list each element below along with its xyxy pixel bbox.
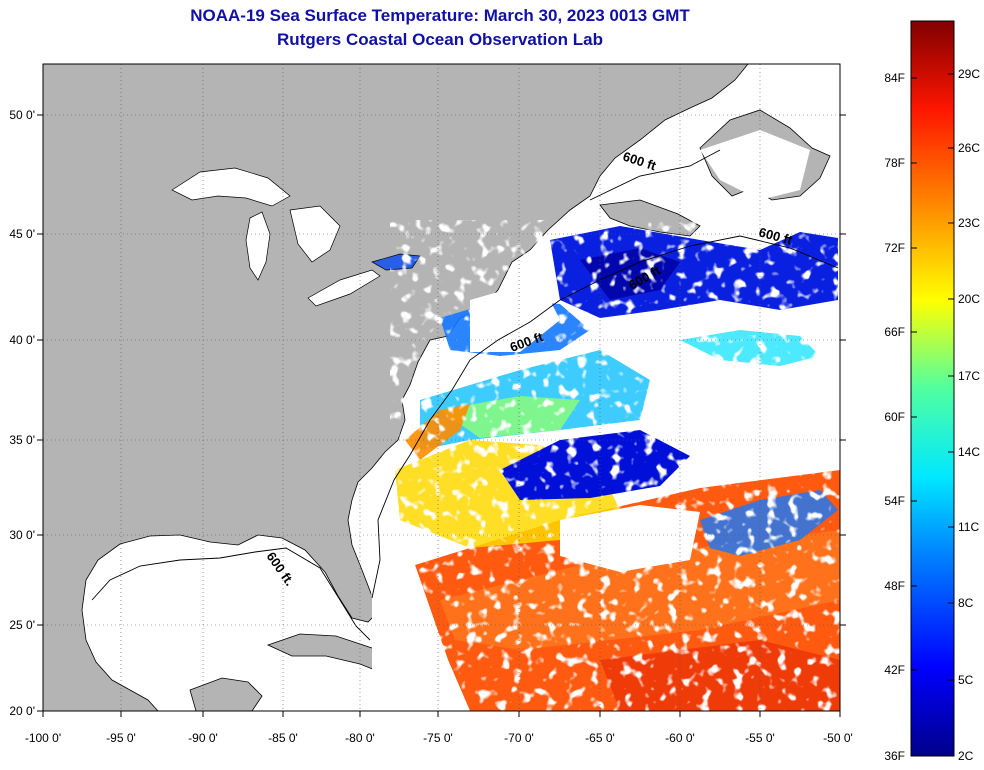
colorbar-f-label: 84F	[884, 71, 905, 85]
colorbar-f-label: 54F	[884, 494, 905, 508]
lon-tick-label: -55 0'	[745, 731, 775, 745]
lon-tick-label: -95 0'	[106, 731, 136, 745]
lat-tick-label: 30 0'	[9, 528, 35, 542]
lat-tick-label: 40 0'	[9, 333, 35, 347]
colorbar-c-label: 14C	[958, 445, 980, 459]
lon-tick-label: -50 0'	[823, 731, 853, 745]
colorbar-f-label: 78F	[884, 156, 905, 170]
lat-tick-label: 50 0'	[9, 108, 35, 122]
colorbar-f-label: 48F	[884, 579, 905, 593]
colorbar-f-label: 66F	[884, 325, 905, 339]
lake-erie	[307, 269, 381, 307]
lon-tick-label: -60 0'	[665, 731, 695, 745]
lon-tick-label: -90 0'	[188, 731, 218, 745]
map-title: NOAA-19 Sea Surface Temperature: March 3…	[190, 6, 690, 25]
colorbar-f-label: 72F	[884, 241, 905, 255]
colorbar-c-label: 8C	[958, 596, 974, 610]
latitude-axis: 50 0' 45 0' 40 0' 35 0' 30 0' 25 0' 20 0…	[9, 108, 846, 718]
colorbar-c-label: 26C	[958, 141, 980, 155]
map-subtitle: Rutgers Coastal Ocean Observation Lab	[277, 30, 603, 49]
map-area: 600 ft 600 ft 600 ft 600 ft 600 ft.	[43, 64, 840, 711]
colorbar-c-label: 17C	[958, 369, 980, 383]
lon-tick-label: -85 0'	[268, 731, 298, 745]
colorbar: 84F 78F 72F 66F 60F 54F 48F 42F 36F 29C …	[884, 20, 980, 763]
colorbar-gradient	[910, 20, 955, 757]
colorbar-c-label: 23C	[958, 216, 980, 230]
grid	[43, 64, 840, 711]
cloud-cover	[470, 280, 560, 352]
colorbar-c-label: 29C	[958, 67, 980, 81]
depth-contour	[91, 149, 839, 641]
colorbar-f-label: 60F	[884, 410, 905, 424]
lat-tick-label: 45 0'	[9, 227, 35, 241]
lat-tick-label: 25 0'	[9, 618, 35, 632]
lon-tick-label: -80 0'	[345, 731, 375, 745]
lon-tick-label: -70 0'	[504, 731, 534, 745]
lon-tick-label: -65 0'	[585, 731, 615, 745]
map-frame	[42, 63, 841, 712]
colorbar-f-label: 42F	[884, 663, 905, 677]
lake-superior	[171, 167, 291, 207]
longitude-axis: -100 0' -95 0' -90 0' -85 0' -80 0' -75 …	[25, 711, 853, 745]
lon-tick-label: -100 0'	[25, 731, 61, 745]
land-yucatan	[189, 677, 263, 711]
lat-tick-label: 20 0'	[9, 704, 35, 718]
colorbar-c-label: 11C	[958, 520, 979, 534]
colorbar-c-label: 2C	[958, 749, 974, 763]
lon-tick-label: -75 0'	[423, 731, 453, 745]
colorbar-f-label: 36F	[884, 749, 905, 763]
lat-tick-label: 35 0'	[9, 433, 35, 447]
lake-michigan	[245, 211, 271, 281]
colorbar-c-label: 20C	[958, 292, 980, 306]
colorbar-c-label: 5C	[958, 673, 974, 687]
